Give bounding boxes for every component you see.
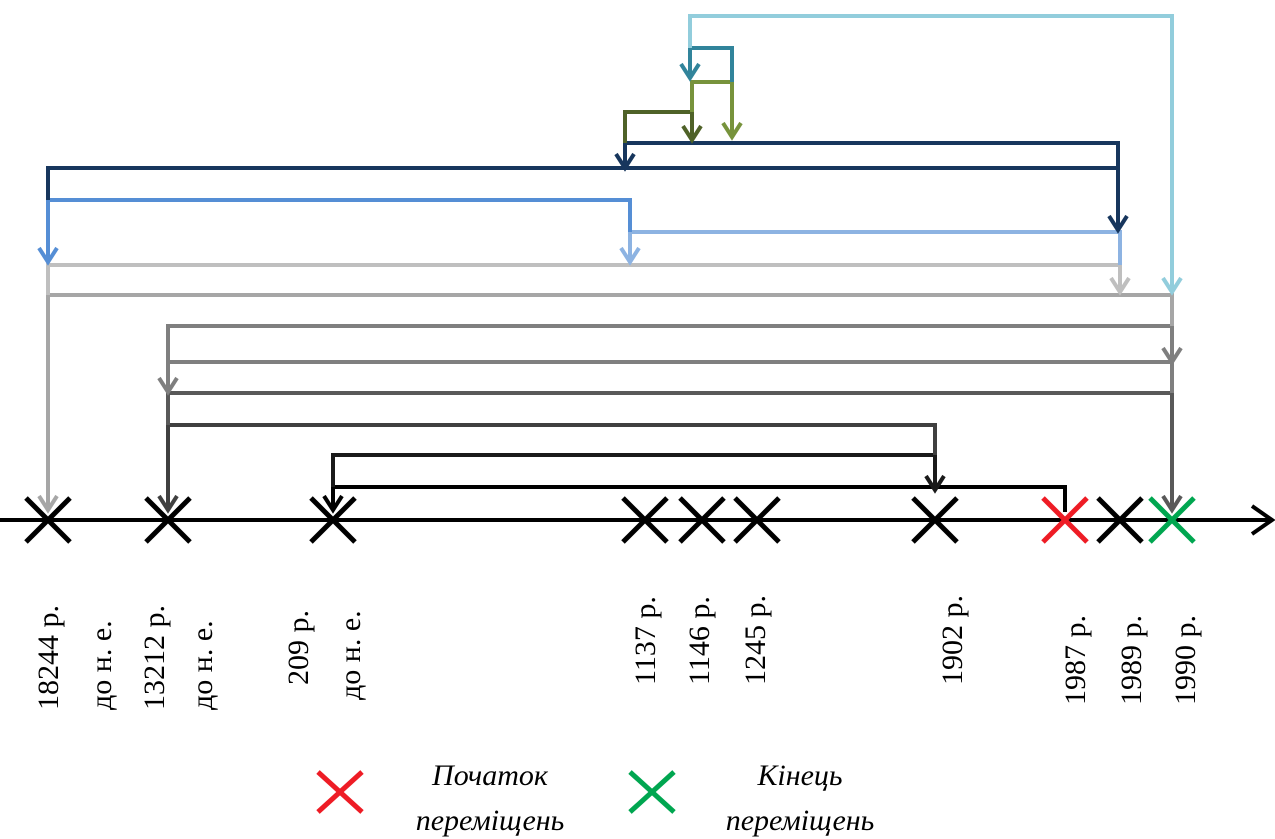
event-markers bbox=[24, 496, 1196, 544]
event-label: 1902 р. bbox=[936, 595, 969, 685]
event-marker bbox=[309, 496, 357, 544]
transition-path bbox=[166, 391, 1183, 514]
event-label: 1990 р. bbox=[1169, 615, 1202, 705]
transition-path bbox=[166, 324, 1183, 366]
transition-path bbox=[46, 263, 1131, 296]
event-label-era: до н. е. bbox=[186, 620, 219, 710]
event-label: 209 р. bbox=[282, 610, 315, 685]
transition-path bbox=[688, 14, 1183, 296]
arrowhead-icon bbox=[924, 474, 946, 494]
transition-path bbox=[322, 485, 1067, 514]
event-label-era: до н. е. bbox=[334, 610, 367, 700]
arrowhead-icon bbox=[1161, 346, 1183, 366]
event-label: 1245 р. bbox=[739, 595, 772, 685]
transition-paths bbox=[37, 14, 1183, 514]
arrowhead-icon bbox=[1109, 276, 1131, 296]
arrowhead-icon bbox=[37, 246, 59, 266]
arrowhead-icon bbox=[1107, 214, 1129, 234]
event-marker-start bbox=[1041, 496, 1089, 544]
transition-path bbox=[37, 198, 632, 266]
legend-end-marker-icon bbox=[628, 770, 676, 814]
event-marker bbox=[144, 496, 192, 544]
event-label: 13212 р. bbox=[138, 605, 171, 710]
axis-arrowhead-icon bbox=[1250, 504, 1275, 536]
event-marker bbox=[678, 496, 726, 544]
legend-end-label-2: переміщень bbox=[726, 804, 875, 837]
legend: Початок переміщень Кінець переміщень bbox=[316, 759, 875, 837]
arrowhead-icon bbox=[157, 376, 179, 396]
arrowhead-icon bbox=[1161, 276, 1183, 296]
event-label-era: до н. е. bbox=[85, 620, 118, 710]
event-marker bbox=[24, 496, 72, 544]
event-marker bbox=[733, 496, 781, 544]
transition-path bbox=[331, 453, 946, 494]
event-marker bbox=[621, 496, 669, 544]
arrowhead-icon bbox=[157, 494, 179, 514]
arrowhead-icon bbox=[322, 494, 344, 514]
legend-end-label: Кінець bbox=[756, 759, 842, 792]
transition-path bbox=[690, 80, 743, 141]
legend-start-marker-icon bbox=[316, 770, 364, 814]
event-labels: 18244 р. до н. е. 13212 р. до н. е. 209 … bbox=[32, 595, 1202, 710]
event-label: 18244 р. bbox=[32, 605, 65, 710]
arrowhead-icon bbox=[37, 494, 59, 514]
legend-start-label: Початок bbox=[431, 759, 549, 792]
arrowhead-icon bbox=[679, 62, 701, 82]
arrowhead-icon bbox=[721, 121, 743, 141]
event-label: 1146 р. bbox=[683, 596, 716, 685]
event-marker bbox=[1096, 496, 1144, 544]
transition-path bbox=[46, 166, 1129, 234]
transition-path bbox=[157, 423, 937, 514]
transition-path bbox=[157, 360, 1174, 396]
transition-path bbox=[623, 110, 703, 144]
transition-path bbox=[619, 230, 1122, 266]
transition-path bbox=[37, 293, 1174, 514]
event-label: 1137 р. bbox=[629, 596, 662, 685]
arrowhead-icon bbox=[619, 246, 641, 266]
transition-path bbox=[614, 141, 1120, 172]
arrowhead-icon bbox=[1161, 494, 1183, 514]
legend-start-label-2: переміщень bbox=[416, 804, 565, 837]
transition-path bbox=[679, 46, 734, 82]
event-marker bbox=[911, 496, 959, 544]
arrowhead-icon bbox=[681, 124, 703, 144]
event-label: 1989 р. bbox=[1115, 615, 1148, 705]
event-marker-end bbox=[1148, 496, 1196, 544]
arrowhead-icon bbox=[614, 152, 636, 172]
event-label: 1987 р. bbox=[1059, 615, 1092, 705]
